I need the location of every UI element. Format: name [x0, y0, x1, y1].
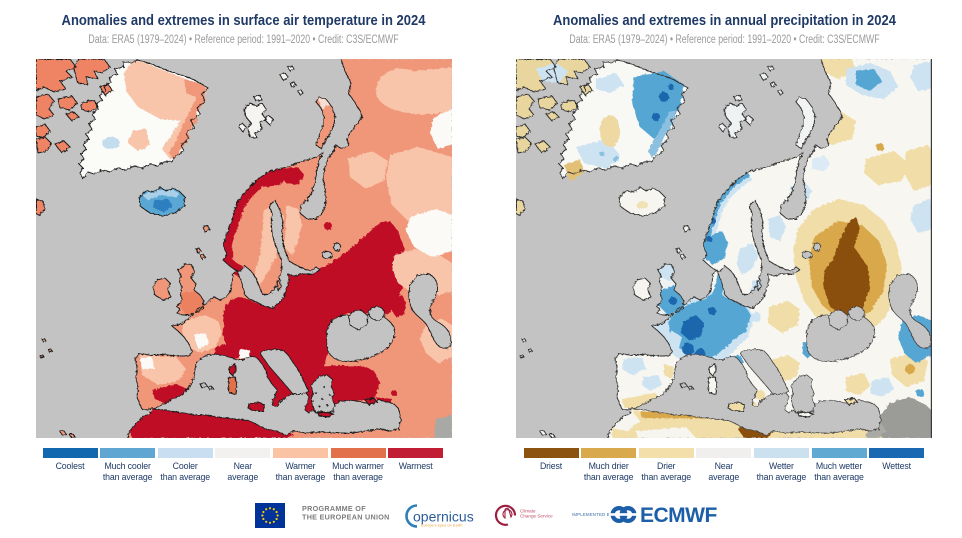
svg-text:Europe's eyes on Earth: Europe's eyes on Earth: [421, 523, 462, 528]
svg-text:opernicus: opernicus: [413, 509, 474, 525]
svg-text:Change Service: Change Service: [520, 514, 553, 519]
svg-text:PROGRAMME OF: PROGRAMME OF: [302, 504, 366, 513]
svg-text:THE EUROPEAN UNION: THE EUROPEAN UNION: [302, 513, 390, 522]
svg-text:IMPLEMENTED BY: IMPLEMENTED BY: [572, 512, 613, 517]
svg-text:ECMWF: ECMWF: [640, 504, 717, 527]
svg-text:Climate: Climate: [520, 509, 536, 514]
